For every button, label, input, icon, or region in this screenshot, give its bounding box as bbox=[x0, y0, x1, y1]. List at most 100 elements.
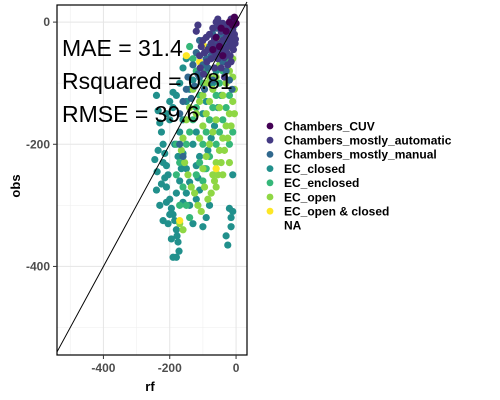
data-point bbox=[202, 110, 210, 118]
data-point bbox=[217, 158, 225, 167]
legend-key bbox=[266, 165, 274, 173]
data-point bbox=[189, 116, 197, 124]
plot-border bbox=[56, 4, 248, 356]
data-point bbox=[209, 24, 217, 32]
data-point bbox=[159, 140, 167, 148]
data-point bbox=[209, 76, 217, 84]
data-point bbox=[229, 128, 237, 136]
data-point bbox=[212, 33, 220, 41]
identity-line bbox=[56, 1, 248, 353]
data-point bbox=[224, 241, 232, 249]
data-point bbox=[166, 116, 174, 124]
data-point bbox=[176, 201, 184, 209]
data-point bbox=[205, 97, 214, 106]
data-point bbox=[215, 146, 224, 154]
data-point bbox=[210, 177, 219, 185]
data-point bbox=[182, 201, 190, 209]
y-tick-label: 0 bbox=[43, 15, 50, 29]
data-point bbox=[205, 201, 214, 209]
data-point bbox=[212, 116, 220, 124]
data-point bbox=[167, 204, 175, 213]
data-point bbox=[204, 195, 212, 203]
data-point bbox=[225, 158, 234, 167]
data-point bbox=[219, 171, 227, 179]
data-point bbox=[194, 70, 202, 78]
data-point bbox=[199, 122, 207, 130]
data-point bbox=[225, 91, 234, 100]
data-point bbox=[229, 207, 237, 216]
data-point bbox=[154, 107, 162, 115]
data-point bbox=[214, 171, 222, 179]
data-point bbox=[156, 119, 164, 127]
data-point bbox=[219, 134, 227, 142]
legend-label: EC_enclosed bbox=[284, 176, 359, 190]
data-point bbox=[164, 220, 172, 228]
data-point bbox=[207, 189, 215, 197]
data-point bbox=[192, 110, 200, 118]
data-point bbox=[179, 134, 187, 142]
data-point bbox=[175, 247, 183, 255]
data-point bbox=[222, 232, 230, 240]
data-point bbox=[169, 88, 177, 96]
data-point bbox=[176, 217, 184, 225]
x-axis-title: rf bbox=[145, 379, 155, 394]
stat-rsquared: Rsquared = 0.81 bbox=[62, 68, 233, 94]
data-point bbox=[199, 36, 207, 45]
data-point bbox=[194, 201, 202, 209]
legend-key bbox=[266, 136, 274, 144]
data-point bbox=[189, 55, 197, 63]
data-point bbox=[179, 183, 187, 191]
data-point bbox=[186, 213, 194, 222]
data-point bbox=[182, 165, 190, 173]
data-point bbox=[199, 70, 208, 78]
data-point bbox=[177, 146, 185, 154]
legend-key bbox=[266, 179, 274, 187]
data-point bbox=[199, 223, 207, 231]
data-point bbox=[194, 21, 202, 29]
data-point bbox=[199, 177, 207, 185]
legend-key bbox=[266, 193, 274, 201]
data-point bbox=[227, 213, 235, 222]
data-point bbox=[151, 155, 159, 164]
data-point bbox=[192, 195, 200, 203]
data-point bbox=[177, 165, 185, 173]
data-point bbox=[217, 64, 225, 72]
data-point bbox=[227, 223, 235, 231]
axis-ticks: -400 -200 0 0 -200 -400 bbox=[26, 15, 240, 375]
data-point bbox=[202, 128, 210, 136]
data-point bbox=[224, 42, 232, 51]
data-point bbox=[212, 140, 220, 148]
data-point bbox=[197, 207, 205, 216]
data-point bbox=[186, 128, 194, 136]
data-point bbox=[189, 140, 197, 148]
data-point bbox=[214, 15, 222, 23]
data-point bbox=[231, 35, 239, 43]
data-point bbox=[152, 91, 161, 100]
data-point bbox=[205, 116, 214, 124]
data-point bbox=[215, 104, 224, 112]
data-point bbox=[174, 238, 182, 246]
data-point bbox=[207, 134, 215, 142]
data-point bbox=[173, 232, 181, 240]
data-point bbox=[184, 171, 192, 179]
legend-key bbox=[266, 151, 274, 158]
data-point bbox=[181, 158, 189, 167]
data-point bbox=[209, 45, 217, 54]
data-point bbox=[166, 97, 174, 106]
data-point bbox=[222, 27, 230, 35]
data-point bbox=[200, 183, 209, 191]
data-point bbox=[192, 171, 200, 179]
data-point bbox=[230, 13, 238, 21]
legend-label: EC_open bbox=[284, 190, 336, 204]
data-point bbox=[195, 97, 204, 106]
data-point bbox=[162, 198, 171, 206]
data-point bbox=[161, 174, 169, 182]
data-point bbox=[172, 189, 180, 197]
data-point bbox=[226, 52, 234, 60]
data-point bbox=[219, 52, 227, 60]
data-point bbox=[179, 152, 187, 161]
data-point bbox=[184, 73, 192, 81]
data-point bbox=[172, 226, 180, 234]
data-point bbox=[192, 27, 200, 35]
